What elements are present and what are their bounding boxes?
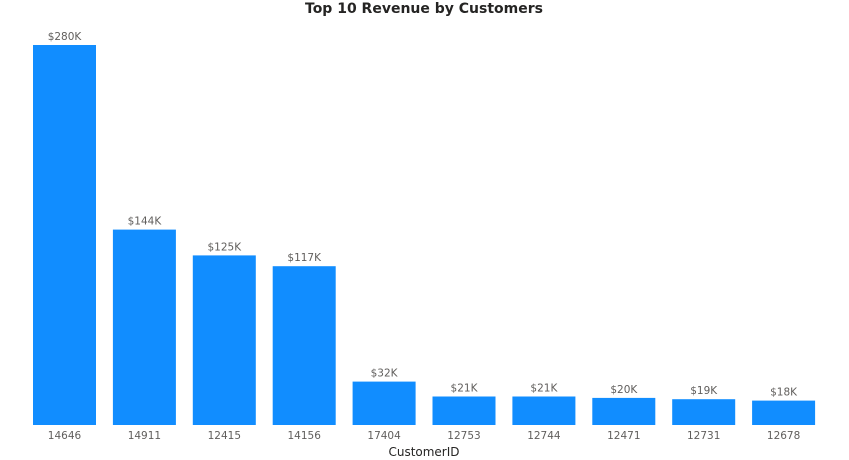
x-tick-labels-group: 14646 14911 12415 14156 17404 12753 12744 12471… [48,430,801,442]
x-tick-label-12471: 12471 [607,430,640,442]
x-tick-label-12744: 12744 [527,430,561,442]
bar-14156[interactable] [272,266,336,425]
data-label-17404: $32K [371,368,399,380]
data-label-12678: $18K [770,387,798,399]
x-tick-label-14156: 14156 [287,430,321,442]
x-tick-label-12753: 12753 [447,430,480,442]
bar-12415[interactable] [192,255,256,425]
chart-title: Top 10 Revenue by Customers [305,1,543,17]
data-label-12753: $21K [451,383,479,395]
data-label-12415: $125K [207,241,242,253]
x-tick-label-17404: 17404 [367,430,401,442]
bars-group [33,45,816,426]
data-label-14156: $117K [287,252,322,264]
x-tick-label-12731: 12731 [687,430,720,442]
data-label-14911: $144K [128,216,163,228]
data-label-12744: $21K [530,383,558,395]
x-tick-label-12415: 12415 [208,430,241,442]
x-tick-label-14911: 14911 [128,430,161,442]
bar-17404[interactable] [352,381,416,425]
bar-12731[interactable] [672,399,736,425]
bar-12744[interactable] [512,396,576,426]
data-label-14646: $280K [48,31,83,43]
x-tick-label-12678: 12678 [767,430,800,442]
data-labels-group: $280K $144K $125K $117K $32K $21K $21K $20K $19K… [48,31,798,399]
data-label-12731: $19K [690,385,718,397]
x-tick-label-14646: 14646 [48,430,82,442]
bar-14911[interactable] [112,229,176,425]
x-axis-title: CustomerID [388,445,459,459]
bar-12678[interactable] [752,400,816,425]
data-label-12471: $20K [610,384,638,396]
bar-12753[interactable] [432,396,496,426]
bar-14646[interactable] [33,45,96,425]
bar-12471[interactable] [592,397,656,425]
